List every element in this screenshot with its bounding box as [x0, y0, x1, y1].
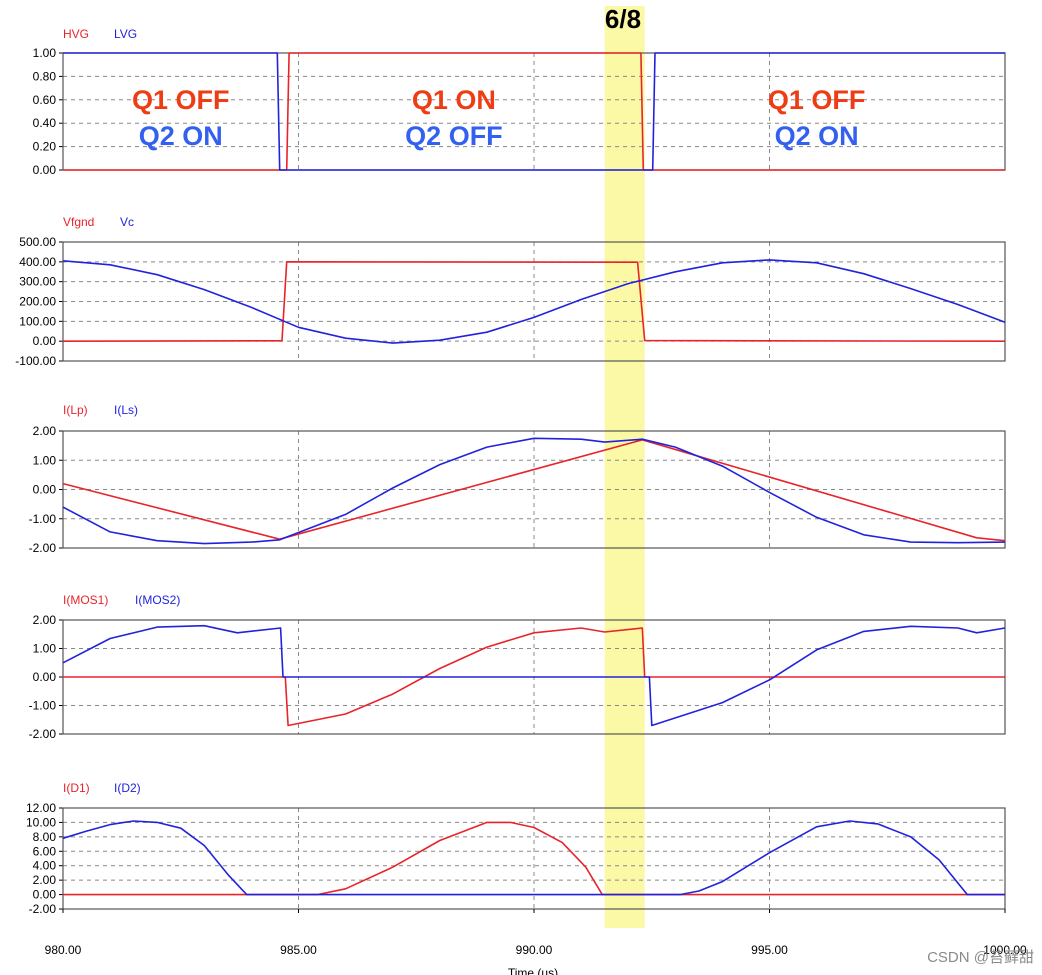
- annotation-q1: Q1 ON: [412, 85, 496, 115]
- highlight-band-layer: [604, 6, 645, 928]
- y-tick-label: 0.20: [33, 140, 57, 154]
- y-tick-label: 1.00: [33, 453, 57, 467]
- legend-entry: I(MOS2): [135, 593, 180, 607]
- y-tick-label: 200.00: [19, 295, 56, 309]
- series-line-I(D2): [62, 820, 1005, 896]
- y-tick-label: -1.00: [29, 699, 57, 713]
- legend-entry: I(D1): [63, 781, 90, 795]
- y-tick-label: 0.00: [33, 334, 57, 348]
- highlight-band: [604, 6, 645, 928]
- panel-frame: [62, 430, 1006, 549]
- series-line-I(Ls): [62, 437, 1006, 545]
- y-tick-label: 0.00: [33, 163, 57, 177]
- series-line-I(MOS1): [63, 627, 1005, 727]
- y-tick-label: 300.00: [19, 275, 56, 289]
- annotation-q1: Q1 OFF: [132, 85, 230, 115]
- x-tick-label: 985.00: [280, 943, 317, 957]
- panels-layer: 0.00 0.20 0.40 0.60 0.80 1.00 HVG LVG Q1 OFF Q2 O…: [15, 27, 1006, 916]
- y-tick-label: 0.00: [33, 483, 57, 497]
- legend-entry: Vfgnd: [63, 215, 94, 229]
- panel-mos_current: -2.00 -1.00 0.00 1.00 2.00 I(MOS1) I(MOS2): [29, 593, 1006, 741]
- y-tick-label: 400.00: [19, 255, 56, 269]
- y-tick-label: 2.00: [33, 873, 57, 887]
- x-axis-title: Time (us): [508, 966, 558, 975]
- x-tick-label: 995.00: [751, 943, 788, 957]
- y-tick-label: -2.00: [29, 541, 57, 555]
- series-line-LVG: [63, 52, 1005, 171]
- legend-entry: Vc: [120, 215, 134, 229]
- legend-entry: I(MOS1): [63, 593, 108, 607]
- y-tick-label: 2.00: [33, 424, 57, 438]
- legend-entry: HVG: [63, 27, 89, 41]
- series-line-Vc: [62, 259, 1006, 344]
- y-tick-label: -1.00: [29, 512, 57, 526]
- annotation-q2: Q2 OFF: [405, 121, 503, 151]
- y-tick-label: 1.00: [33, 46, 57, 60]
- series-line-Vfgnd: [62, 261, 1006, 342]
- legend-entry: I(D2): [114, 781, 141, 795]
- x-tick-label: 980.00: [45, 943, 82, 957]
- x-axis: 980.00 985.00 990.00 995.00 1000.00: [45, 909, 1027, 957]
- annotation-q2: Q2 ON: [775, 121, 859, 151]
- y-tick-label: -2.00: [29, 727, 57, 741]
- series-line-HVG: [63, 52, 1005, 171]
- y-tick-label: 6.00: [33, 844, 57, 858]
- y-tick-label: 0.00: [33, 670, 57, 684]
- y-tick-label: -100.00: [15, 354, 56, 368]
- y-tick-label: 1.00: [33, 642, 57, 656]
- y-tick-label: 0.80: [33, 69, 57, 83]
- y-tick-label: 100.00: [19, 314, 56, 328]
- panel-voltage: -100.00 0.00 100.00 200.00 300.00 400.00 500.0…: [15, 215, 1006, 368]
- y-tick-label: 0.60: [33, 93, 57, 107]
- y-tick-label: 10.00: [26, 815, 56, 829]
- y-tick-label: 12.00: [26, 801, 56, 815]
- panel-frame: [62, 241, 1006, 362]
- y-tick-label: -2.00: [29, 902, 57, 916]
- annotation-q1: Q1 OFF: [768, 85, 866, 115]
- series-line-I(D1): [63, 821, 1005, 896]
- watermark: CSDN @苔藓甜: [927, 949, 1034, 966]
- highlight-band-label: 6/8: [605, 4, 641, 34]
- annotation-q2: Q2 ON: [139, 121, 223, 151]
- y-tick-label: 4.00: [33, 859, 57, 873]
- series-line-I(MOS2): [62, 624, 1006, 727]
- x-tick-label: 990.00: [516, 943, 553, 957]
- y-tick-label: 500.00: [19, 235, 56, 249]
- legend-entry: I(Lp): [63, 403, 88, 417]
- legend-entry: I(Ls): [114, 403, 138, 417]
- panel-gate: 0.00 0.20 0.40 0.60 0.80 1.00 HVG LVG Q1 OFF Q2 O…: [33, 27, 1006, 177]
- y-tick-label: 0.40: [33, 116, 57, 130]
- y-tick-label: 0.00: [33, 888, 57, 902]
- y-tick-label: 8.00: [33, 830, 57, 844]
- y-tick-label: 2.00: [33, 613, 57, 627]
- x-tick-label: 1000.00: [983, 943, 1027, 957]
- legend-entry: LVG: [114, 27, 137, 41]
- panel-inductor_current: -2.00 -1.00 0.00 1.00 2.00 I(Lp) I(Ls): [29, 403, 1006, 555]
